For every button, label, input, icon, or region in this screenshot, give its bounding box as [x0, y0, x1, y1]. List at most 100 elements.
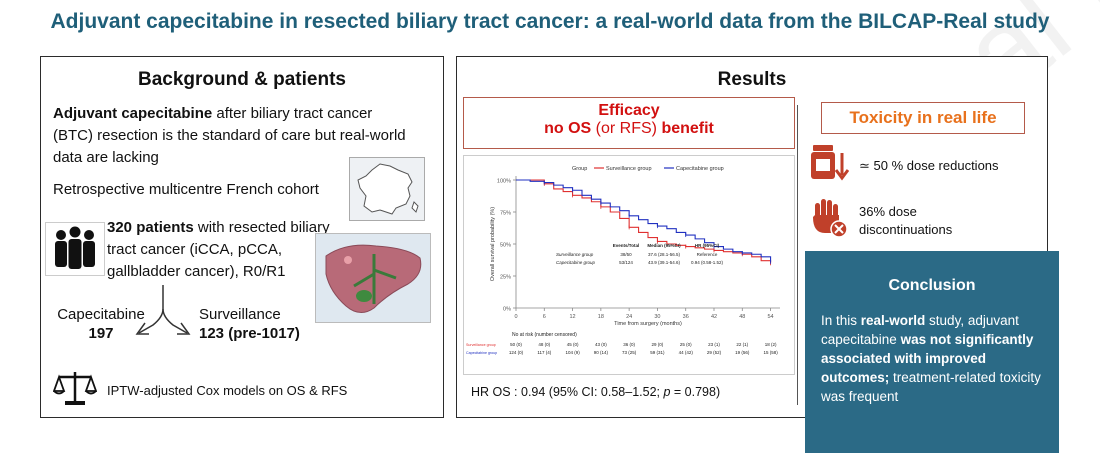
hr-text-2: = 0.798) — [670, 385, 721, 399]
efficacy-title: Efficacy — [598, 102, 660, 119]
conclusion-heading: Conclusion — [888, 277, 976, 294]
x-tick-label: 30 — [654, 314, 660, 320]
concl-p5: treatment-related toxicity was frequent — [821, 370, 1041, 404]
x-tick-label: 0 — [514, 314, 517, 320]
intro-rest: after biliary tract cancer — [212, 105, 373, 122]
concl-p2: real-world — [860, 313, 926, 328]
risk-cell: 44 (42) — [679, 350, 694, 355]
patients-rest: with resected biliary — [193, 219, 330, 236]
hr-p: p — [663, 385, 671, 399]
efficacy-no-os: no OS — [544, 120, 592, 137]
risk-cell: 48 (0) — [538, 342, 550, 347]
km-chart-svg: 0% 25% 50% 75% 100% 0 6 12 18 24 30 36 42 48 54 Time fr… — [466, 166, 780, 355]
x-tick-label: 42 — [711, 314, 717, 320]
risk-row-label: Surveillance group — [466, 343, 496, 347]
efficacy-subtitle: no OS (or RFS) benefit — [464, 120, 794, 138]
risk-cell: 29 (52) — [707, 350, 722, 355]
risk-cell: 104 (9) — [565, 350, 580, 355]
series-line-capecitabine-group — [516, 179, 772, 262]
risk-cell: 22 (1) — [736, 342, 748, 347]
toxicity-title: Toxicity in real life — [849, 108, 997, 127]
x-tick-label: 12 — [570, 314, 576, 320]
stats-header: HR (95%CI) — [695, 243, 720, 248]
y-tick-label: 0% — [503, 307, 511, 313]
hr-text-1: HR OS : 0.94 (95% CI: 0.58–1.52; — [471, 385, 664, 399]
x-tick-label: 48 — [739, 314, 745, 320]
surv-n: 123 (pre-1017) — [199, 325, 300, 342]
stats-cell: Surveillance group — [556, 252, 594, 257]
x-tick-label: 24 — [626, 314, 632, 320]
surveillance-arm: Surveillance 123 (pre-1017) — [199, 305, 339, 343]
stats-cell: 38/50 — [620, 252, 632, 257]
risk-cell: 45 (0) — [567, 342, 579, 347]
x-axis-label: Time from surgery (months) — [614, 321, 682, 327]
toxicity-box: Toxicity in real life — [821, 102, 1025, 134]
results-heading: Results — [717, 69, 787, 90]
y-axis-label: Overall survival probability (%) — [490, 207, 496, 281]
conclusion-panel: Conclusion In this real-world study, adj… — [805, 251, 1059, 453]
risk-cell: 59 (31) — [650, 350, 665, 355]
conclusion-text: In this real-world study, adjuvant capec… — [821, 311, 1043, 406]
intro-line3: data are lacking — [53, 149, 159, 166]
risk-cell: 18 (2) — [765, 342, 777, 347]
x-tick-label: 6 — [543, 314, 546, 320]
stats-cell: 0.94 (0.58-1.52) — [691, 260, 724, 265]
results-panel: Results Efficacy no OS (or RFS) benefit … — [456, 56, 1048, 418]
patients-text: 320 patients with resected biliary tract… — [107, 217, 347, 283]
tox-2-line1: 36% dose — [859, 204, 917, 219]
scales-icon — [52, 369, 98, 407]
stats-header: Events/Total — [613, 243, 639, 248]
legend-title: Group — [572, 166, 587, 172]
stats-cell: 43.9 (39.1-54.6) — [648, 260, 681, 265]
stats-header: Median (95%CI) — [647, 243, 681, 248]
risk-cell: 117 (4) — [537, 350, 551, 355]
split-arrow-icon — [133, 283, 193, 339]
stats-cell: Capecitabine group — [556, 260, 596, 265]
risk-cell: 124 (0) — [509, 350, 524, 355]
efficacy-box: Efficacy no OS (or RFS) benefit — [463, 97, 795, 149]
risk-cell: 36 (0) — [623, 342, 635, 347]
page-title: Adjuvant capecitabine in resected biliar… — [50, 10, 1050, 33]
tox-dose-reductions: ≃ 50 % dose reductions — [859, 158, 999, 173]
surv-label: Surveillance — [199, 306, 281, 323]
y-tick-label: 50% — [500, 243, 511, 249]
risk-cell: 23 (1) — [708, 342, 720, 347]
cap-n: 197 — [88, 325, 114, 342]
tox-discontinuations: 36% dose discontinuations — [859, 203, 952, 239]
efficacy-benefit: benefit — [661, 120, 714, 137]
x-tick-label: 54 — [768, 314, 774, 320]
stats-cell: 53/124 — [619, 260, 633, 265]
intro-text: Adjuvant capecitabine after biliary trac… — [53, 103, 443, 169]
y-tick-label: 100% — [497, 179, 511, 185]
tox-2-line2: discontinuations — [859, 222, 953, 237]
concl-p3: study, adjuvant capecitabine — [821, 313, 1019, 347]
risk-cell: 50 (0) — [510, 342, 522, 347]
france-map-image — [349, 157, 425, 221]
cohort-text: Retrospective multicentre French cohort — [53, 181, 319, 198]
liver-illustration — [315, 233, 431, 323]
stop-hand-icon — [809, 197, 849, 239]
background-heading: Background & patients — [138, 69, 346, 90]
methods-text: IPTW-adjusted Cox models on OS & RFS — [107, 383, 348, 398]
concl-p4: was not significantly associated with im… — [821, 332, 1034, 385]
patients-icon — [45, 222, 105, 276]
y-tick-label: 75% — [500, 211, 511, 217]
x-tick-label: 36 — [683, 314, 689, 320]
legend-label: Surveillance group — [606, 166, 652, 172]
stats-cell: 37.6 (28.1-56.5) — [648, 252, 681, 257]
divider — [797, 105, 798, 405]
concl-p1: In this — [821, 313, 861, 328]
risk-table-title: No at risk (number censored) — [512, 332, 577, 338]
efficacy-or-rfs: (or RFS) — [591, 120, 662, 137]
patients-bold: 320 patients — [107, 219, 194, 236]
legend-label: Capecitabine group — [676, 166, 724, 172]
patients-line2: tract cancer (iCCA, pCCA, — [107, 241, 283, 258]
intro-line2: (BTC) resection is the standard of care … — [53, 127, 406, 144]
patients-line3: gallbladder cancer), R0/R1 — [107, 263, 286, 280]
risk-cell: 29 (0) — [652, 342, 664, 347]
risk-cell: 25 (0) — [680, 342, 692, 347]
x-tick-label: 18 — [598, 314, 604, 320]
risk-cell: 43 (0) — [595, 342, 607, 347]
risk-cell: 15 (58) — [763, 350, 778, 355]
risk-cell: 19 (56) — [735, 350, 750, 355]
